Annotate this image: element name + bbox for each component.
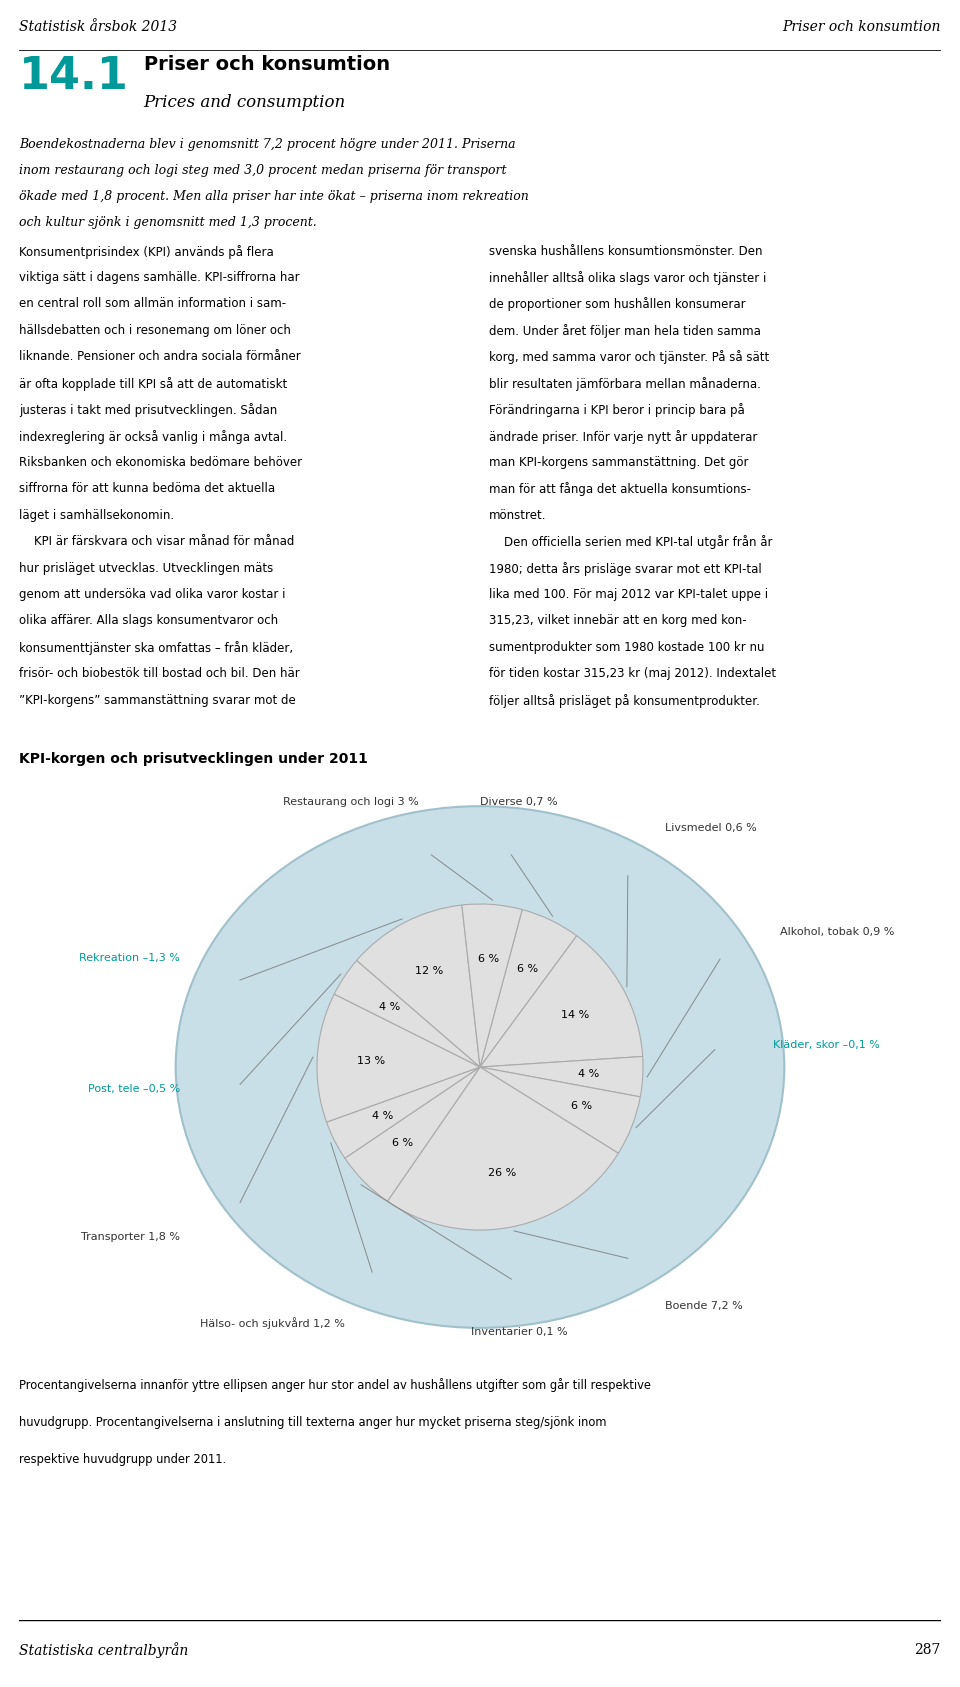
Text: följer alltså prisläget på konsumentprodukter.: följer alltså prisläget på konsumentprod… [490,693,760,709]
Text: 287: 287 [915,1643,941,1657]
Wedge shape [326,1068,480,1159]
Text: blir resultaten jämförbara mellan månaderna.: blir resultaten jämförbara mellan månade… [490,376,761,391]
Text: liknande. Pensioner och andra sociala förmåner: liknande. Pensioner och andra sociala fö… [19,351,300,363]
Text: Konsumentprisindex (KPI) används på flera: Konsumentprisindex (KPI) används på fler… [19,245,274,258]
Text: Hälso- och sjukvård 1,2 %: Hälso- och sjukvård 1,2 % [201,1318,346,1329]
Text: 12 %: 12 % [416,967,444,975]
Text: konsumenttjänster ska omfattas – från kläder,: konsumenttjänster ska omfattas – från kl… [19,641,294,655]
Text: Livsmedel 0,6 %: Livsmedel 0,6 % [664,823,756,833]
Text: man KPI-korgens sammanstättning. Det gör: man KPI-korgens sammanstättning. Det gör [490,455,749,469]
Text: 6 %: 6 % [516,963,538,973]
Wedge shape [480,1068,640,1154]
Text: Diverse 0,7 %: Diverse 0,7 % [480,796,558,806]
Text: innehåller alltså olika slags varor och tjänster i: innehåller alltså olika slags varor och … [490,272,767,285]
Text: ändrade priser. Inför varje nytt år uppdaterar: ändrade priser. Inför varje nytt år uppd… [490,430,757,444]
Text: 315,23, vilket innebär att en korg med kon-: 315,23, vilket innebär att en korg med k… [490,614,747,628]
Text: är ofta kopplade till KPI så att de automatiskt: är ofta kopplade till KPI så att de auto… [19,376,287,391]
Text: Priser och konsumtion: Priser och konsumtion [144,54,390,74]
Text: svenska hushållens konsumtionsmönster. Den: svenska hushållens konsumtionsmönster. D… [490,245,762,258]
Text: 14 %: 14 % [562,1011,589,1021]
Text: lika med 100. För maj 2012 var KPI-talet uppe i: lika med 100. För maj 2012 var KPI-talet… [490,589,768,601]
Text: KPI är färskvara och visar månad för månad: KPI är färskvara och visar månad för mån… [19,535,295,548]
Text: Statistiska centralbyrån: Statistiska centralbyrån [19,1641,188,1658]
Text: läget i samhällsekonomin.: läget i samhällsekonomin. [19,509,175,521]
Text: Post, tele –0,5 %: Post, tele –0,5 % [87,1083,180,1093]
Text: och kultur sjönk i genomsnitt med 1,3 procent.: och kultur sjönk i genomsnitt med 1,3 pr… [19,216,317,229]
Text: Den officiella serien med KPI-tal utgår från år: Den officiella serien med KPI-tal utgår … [490,535,773,550]
Text: indexreglering är också vanlig i många avtal.: indexreglering är också vanlig i många a… [19,430,287,444]
Text: Alkohol, tobak 0,9 %: Alkohol, tobak 0,9 % [780,928,895,938]
Text: Transporter 1,8 %: Transporter 1,8 % [81,1232,180,1242]
Wedge shape [317,994,480,1122]
Text: Riksbanken och ekonomiska bedömare behöver: Riksbanken och ekonomiska bedömare behöv… [19,455,302,469]
Text: inom restaurang och logi steg med 3,0 procent medan priserna för transport: inom restaurang och logi steg med 3,0 pr… [19,164,507,177]
Text: olika affärer. Alla slags konsumentvaror och: olika affärer. Alla slags konsumentvaror… [19,614,278,628]
Text: 6 %: 6 % [477,953,499,963]
Text: Kläder, skor –0,1 %: Kläder, skor –0,1 % [774,1041,880,1051]
Wedge shape [388,1068,618,1230]
Text: 6 %: 6 % [571,1102,592,1112]
Text: mönstret.: mönstret. [490,509,546,521]
Text: 14.1: 14.1 [19,54,129,98]
Text: 6 %: 6 % [393,1139,414,1149]
Text: siffrorna för att kunna bedöma det aktuella: siffrorna för att kunna bedöma det aktue… [19,482,276,496]
Text: de proportioner som hushållen konsumerar: de proportioner som hushållen konsumerar [490,297,746,312]
Text: justeras i takt med prisutvecklingen. Sådan: justeras i takt med prisutvecklingen. Så… [19,403,277,417]
Wedge shape [480,909,577,1068]
Text: för tiden kostar 315,23 kr (maj 2012). Indextalet: för tiden kostar 315,23 kr (maj 2012). I… [490,668,777,680]
Wedge shape [462,904,522,1068]
Text: Rekreation –1,3 %: Rekreation –1,3 % [79,953,180,963]
Text: Boendekostnaderna blev i genomsnitt 7,2 procent högre under 2011. Priserna: Boendekostnaderna blev i genomsnitt 7,2 … [19,138,516,152]
Text: Priser och konsumtion: Priser och konsumtion [782,20,941,34]
Text: 26 %: 26 % [488,1169,516,1179]
Text: genom att undersöka vad olika varor kostar i: genom att undersöka vad olika varor kost… [19,589,286,601]
Text: KPI-korgen och prisutvecklingen under 2011: KPI-korgen och prisutvecklingen under 20… [19,752,368,766]
Text: frisör- och biobestök till bostad och bil. Den här: frisör- och biobestök till bostad och bi… [19,668,300,680]
Text: dem. Under året följer man hela tiden samma: dem. Under året följer man hela tiden sa… [490,324,761,337]
Text: korg, med samma varor och tjänster. På så sätt: korg, med samma varor och tjänster. På s… [490,351,770,364]
Wedge shape [480,1056,643,1097]
Text: 4 %: 4 % [379,1002,400,1012]
Ellipse shape [176,806,784,1328]
Text: viktiga sätt i dagens samhälle. KPI-siffrorna har: viktiga sätt i dagens samhälle. KPI-siff… [19,272,300,283]
Text: 4 %: 4 % [372,1112,394,1122]
Text: Restaurang och logi 3 %: Restaurang och logi 3 % [283,796,420,806]
Text: respektive huvudgrupp under 2011.: respektive huvudgrupp under 2011. [19,1453,227,1466]
Text: ”KPI-korgens” sammanstättning svarar mot de: ”KPI-korgens” sammanstättning svarar mot… [19,693,296,707]
Text: hällsdebatten och i resonemang om löner och: hällsdebatten och i resonemang om löner … [19,324,291,337]
Text: ökade med 1,8 procent. Men alla priser har inte ökat – priserna inom rekreation: ökade med 1,8 procent. Men alla priser h… [19,191,529,202]
Text: man för att fånga det aktuella konsumtions-: man för att fånga det aktuella konsumtio… [490,482,752,496]
Text: Statistisk årsbok 2013: Statistisk årsbok 2013 [19,20,178,34]
Text: Förändringarna i KPI beror i princip bara på: Förändringarna i KPI beror i princip bar… [490,403,745,417]
Text: 13 %: 13 % [357,1056,386,1066]
Text: sumentprodukter som 1980 kostade 100 kr nu: sumentprodukter som 1980 kostade 100 kr … [490,641,765,655]
Text: hur prisläget utvecklas. Utvecklingen mäts: hur prisläget utvecklas. Utvecklingen mä… [19,562,274,575]
Wedge shape [345,1068,480,1201]
Wedge shape [357,904,480,1068]
Text: Boende 7,2 %: Boende 7,2 % [664,1301,742,1311]
Wedge shape [480,936,642,1068]
Text: Inventarier 0,1 %: Inventarier 0,1 % [470,1328,567,1338]
Text: huvudgrupp. Procentangivelserna i anslutning till texterna anger hur mycket pris: huvudgrupp. Procentangivelserna i anslut… [19,1415,607,1429]
Text: Prices and consumption: Prices and consumption [144,94,346,111]
Text: 1980; detta års prisläge svarar mot ett KPI-tal: 1980; detta års prisläge svarar mot ett … [490,562,762,575]
Text: Procentangivelserna innanför yttre ellipsen anger hur stor andel av hushållens u: Procentangivelserna innanför yttre ellip… [19,1378,651,1392]
Text: en central roll som allmän information i sam-: en central roll som allmän information i… [19,297,286,310]
Wedge shape [334,960,480,1068]
Text: 4 %: 4 % [578,1068,599,1078]
